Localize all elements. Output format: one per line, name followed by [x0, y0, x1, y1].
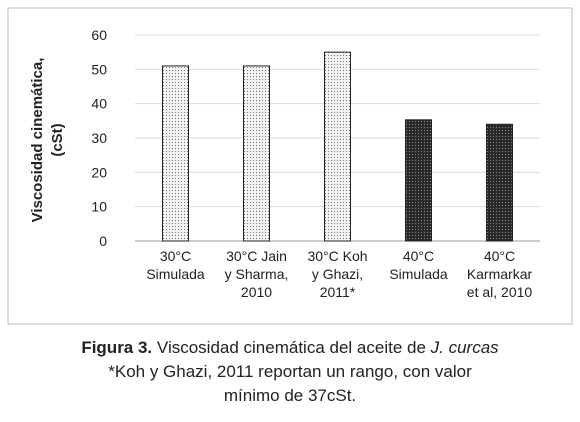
y-tick-label: 10 — [91, 199, 107, 215]
bar — [324, 51, 351, 242]
y-axis-title-line: Viscosidad cinemática, — [29, 58, 46, 223]
caption-label: Figura 3. — [81, 338, 153, 357]
x-tick-label: y Sharma, — [225, 266, 289, 282]
bar — [162, 65, 189, 242]
x-tick-label: 30°C Koh — [307, 248, 367, 264]
x-tick-label: 40°C — [484, 248, 515, 264]
caption-line: Figura 3. Viscosidad cinemática del acei… — [0, 336, 580, 360]
caption-species: J. curcas — [430, 338, 499, 357]
x-tick-label: 40°C — [403, 248, 434, 264]
x-tick-label: Karmarkar — [467, 266, 533, 282]
caption-text: Viscosidad cinemática del aceite de — [156, 338, 426, 357]
bar — [405, 119, 432, 242]
y-tick-label: 0 — [99, 233, 107, 249]
x-tick-label: y Ghazi, — [312, 266, 363, 282]
caption-note: *Koh y Ghazi, 2011 reportan un rango, co… — [108, 362, 472, 381]
y-tick-label: 50 — [91, 61, 107, 77]
x-tick-label: et al, 2010 — [467, 284, 533, 300]
y-tick-label: 60 — [91, 27, 107, 43]
y-axis-title: Viscosidad cinemática, (cSt) — [29, 58, 66, 223]
y-tick-label: 40 — [91, 96, 107, 112]
y-tick-label: 20 — [91, 164, 107, 180]
chart: Viscosidad cinemática, (cSt) 0 10 20 30 40 50… — [7, 7, 573, 325]
x-tick-label: 30°C — [160, 248, 191, 264]
x-tick-label: Simulada — [146, 266, 205, 282]
bar — [243, 65, 270, 242]
caption-note: mínimo de 37cSt. — [223, 386, 357, 405]
chart-frame — [7, 7, 573, 325]
x-tick-label: 30°C Jain — [226, 248, 287, 264]
y-tick-label: 30 — [91, 130, 107, 146]
x-tick-label: 2010 — [241, 284, 272, 300]
bar — [486, 123, 513, 242]
x-tick-label: 2011* — [320, 284, 356, 300]
x-tick-label: Simulada — [389, 266, 448, 282]
y-axis-title-line: (cSt) — [49, 123, 66, 156]
caption: Figura 3. Viscosidad cinemática del acei… — [0, 336, 580, 408]
